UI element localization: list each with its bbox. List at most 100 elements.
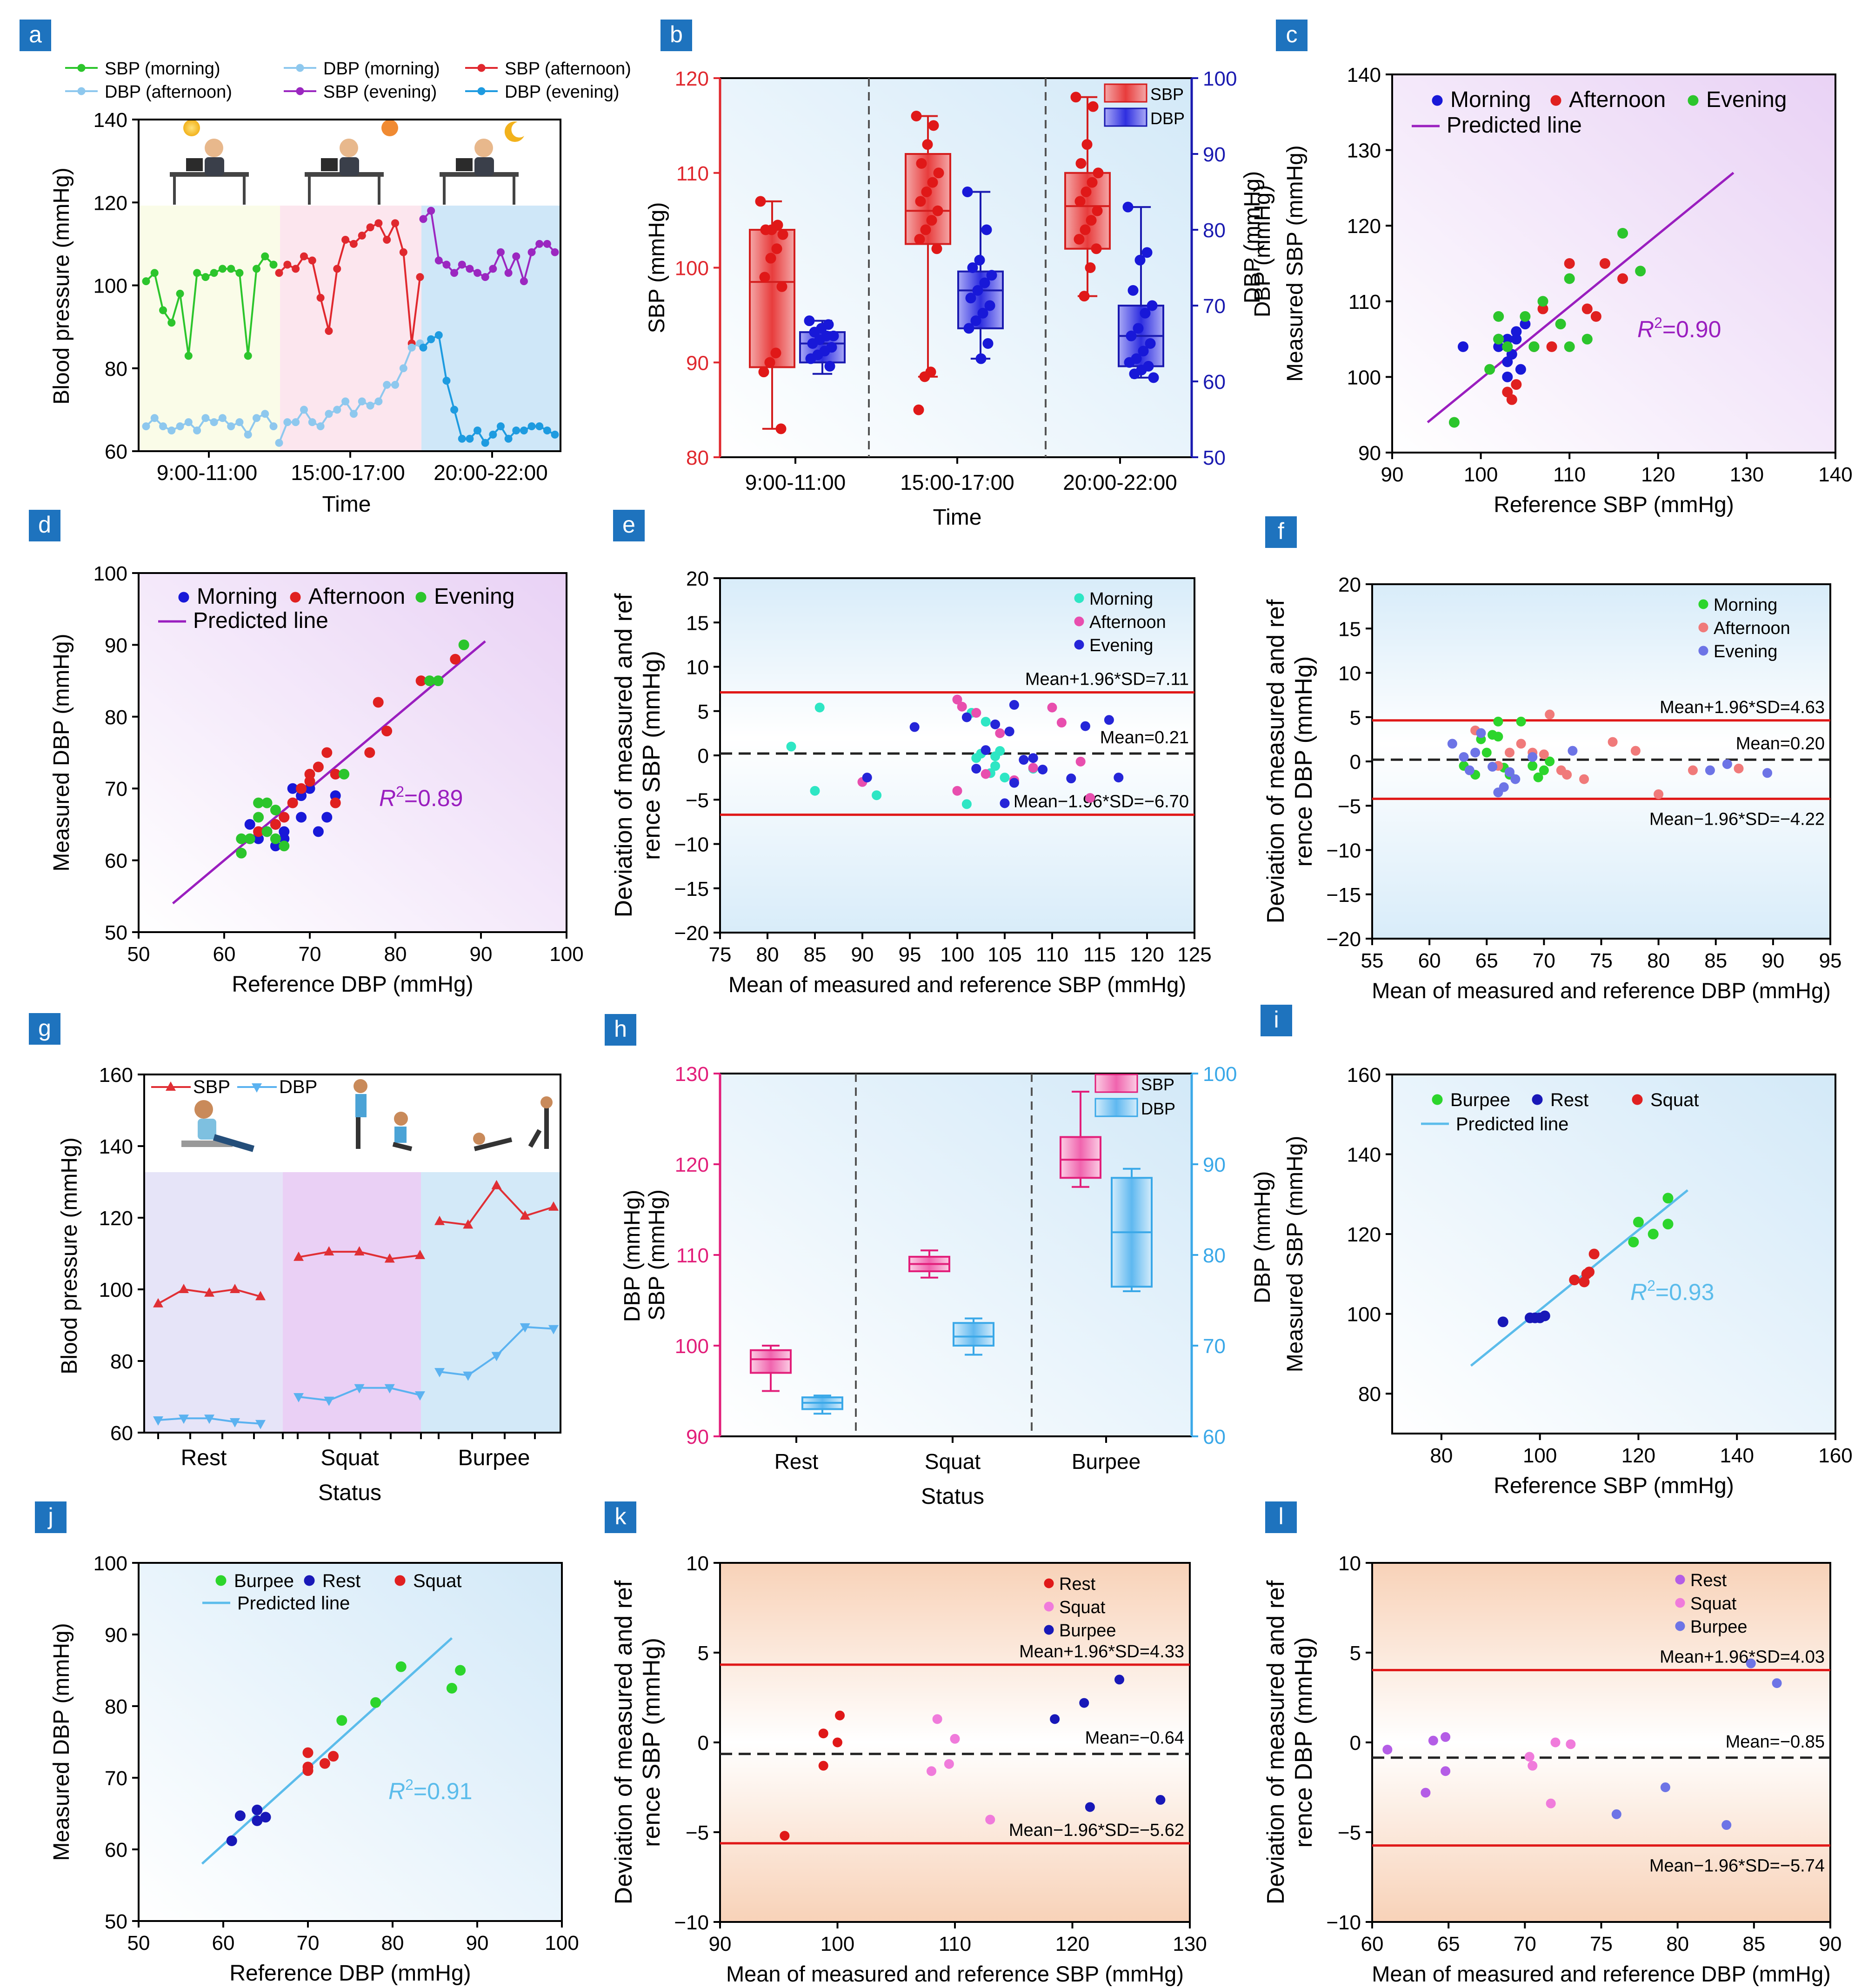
y-axis-title-line2: rence DBP (mmHg) <box>1290 1637 1317 1848</box>
x-tick-label: 60 <box>1361 1933 1384 1955</box>
data-point <box>302 1761 314 1773</box>
legend-marker <box>1074 593 1084 603</box>
x-tick-label: 95 <box>1819 949 1842 972</box>
x-axis-title: Status <box>318 1481 381 1505</box>
data-point <box>1630 746 1641 756</box>
legend-label: Evening <box>1089 636 1153 655</box>
data-point <box>1104 715 1114 725</box>
data-point <box>366 223 374 232</box>
sbp-marker <box>548 1201 559 1211</box>
panel-j: j 50 60 70 80 90 100 50 60 70 80 90 100 Reference DBP… <box>35 1501 579 1986</box>
legend-label: Predicted line <box>193 608 328 633</box>
legend-label: DBP <box>1141 1099 1175 1118</box>
legend-label: SBP (morning) <box>105 59 220 79</box>
legend-marker <box>1688 95 1699 106</box>
data-point <box>313 761 324 773</box>
plot-background <box>1392 1074 1835 1434</box>
data-point <box>261 826 273 837</box>
x-tick-label: 130 <box>1173 1933 1207 1955</box>
y-axis-title: Measured DBP (mmHg) <box>49 634 74 871</box>
legend: SBP DBP <box>151 1077 317 1097</box>
moon-shape <box>504 121 524 142</box>
y-tick-label: 0 <box>1350 751 1361 774</box>
data-point <box>1528 752 1538 762</box>
plot-background <box>720 78 1192 457</box>
data-point <box>965 293 976 304</box>
data-point <box>283 260 292 269</box>
superscript: 2 <box>1654 314 1662 331</box>
x-tick-label: 90 <box>1381 463 1404 486</box>
data-point <box>321 812 333 823</box>
data-point <box>1505 747 1514 758</box>
x-category-label: 20:00-22:00 <box>1063 470 1177 494</box>
legend-marker <box>1632 1094 1643 1105</box>
y-tick-label: 70 <box>105 1767 127 1790</box>
data-point <box>981 224 992 235</box>
x-axis-title: Reference DBP (mmHg) <box>232 972 473 997</box>
y-tick-label: 100 <box>93 275 127 298</box>
dbp-marker <box>463 1371 474 1381</box>
dbp-marker <box>179 1414 189 1424</box>
y-tick-label: 130 <box>1347 140 1381 162</box>
data-point <box>349 240 358 248</box>
data-point <box>1066 774 1076 784</box>
data-point <box>1617 227 1628 239</box>
legend-label: Rest <box>1690 1571 1727 1590</box>
sbp-marker <box>520 1210 530 1220</box>
sbp-marker <box>384 1253 395 1263</box>
x-category-label: Squat <box>925 1449 981 1474</box>
data-point <box>370 1697 381 1708</box>
data-point <box>977 307 988 319</box>
y-tick-label: 100 <box>1203 1063 1237 1086</box>
data-point <box>933 167 944 179</box>
data-point <box>427 335 435 343</box>
panel-a: a 60 80 100 120 140 9:00-11:00 15:00-17:00 20:00… <box>20 20 631 517</box>
x-category-label: Rest <box>774 1449 819 1474</box>
x-tick-label: 105 <box>987 943 1021 966</box>
x-tick-label: 120 <box>1055 1933 1089 1955</box>
data-point <box>374 219 383 227</box>
data-point <box>1772 1678 1782 1688</box>
legend-label: Squat <box>1690 1594 1737 1614</box>
data-point <box>374 397 383 406</box>
legend-marker <box>394 1575 406 1586</box>
data-point <box>952 786 962 796</box>
legend-label: Burpee <box>1690 1617 1748 1637</box>
data-point <box>1009 700 1019 710</box>
x-tick-label: 120 <box>1130 943 1164 966</box>
y-tick-label: 100 <box>675 1335 709 1358</box>
data-point <box>928 120 939 131</box>
data-point <box>1648 1228 1659 1240</box>
legend-swatch <box>1094 1074 1138 1093</box>
x-tick-label: 60 <box>212 1932 235 1955</box>
mean-label: Mean=−0.85 <box>1726 1732 1825 1752</box>
data-point <box>261 252 269 260</box>
sunset-icon <box>381 120 398 136</box>
r-symbol: R <box>388 1778 405 1804</box>
data-point <box>1537 296 1548 307</box>
x-tick-label: 100 <box>940 943 974 966</box>
data-point <box>1087 177 1098 188</box>
data-point <box>1080 721 1090 731</box>
x-tick-label: 50 <box>127 1932 150 1955</box>
data-point <box>325 327 333 335</box>
y-tick-label: 60 <box>105 440 127 463</box>
data-point <box>950 1734 960 1744</box>
data-point <box>931 243 942 254</box>
data-point <box>391 219 400 227</box>
legend: Rest Squat Burpee <box>1044 1574 1116 1641</box>
sbp-marker <box>153 1298 163 1308</box>
y-tick-label: 100 <box>93 1552 127 1575</box>
data-point <box>810 786 820 796</box>
y-axis-title-line2: rence SBP (mmHg) <box>638 1638 665 1847</box>
data-point <box>1000 773 1010 783</box>
data-point <box>764 357 775 368</box>
data-point <box>373 697 384 708</box>
x-tick-label: 100 <box>549 943 583 966</box>
x-tick-label: 80 <box>384 943 407 966</box>
y-tick-label: 60 <box>105 850 127 873</box>
data-point <box>302 1747 314 1758</box>
data-point <box>1539 1310 1550 1321</box>
x-tick-label: 80 <box>1647 949 1670 972</box>
x-axis-title: Status <box>921 1484 984 1509</box>
